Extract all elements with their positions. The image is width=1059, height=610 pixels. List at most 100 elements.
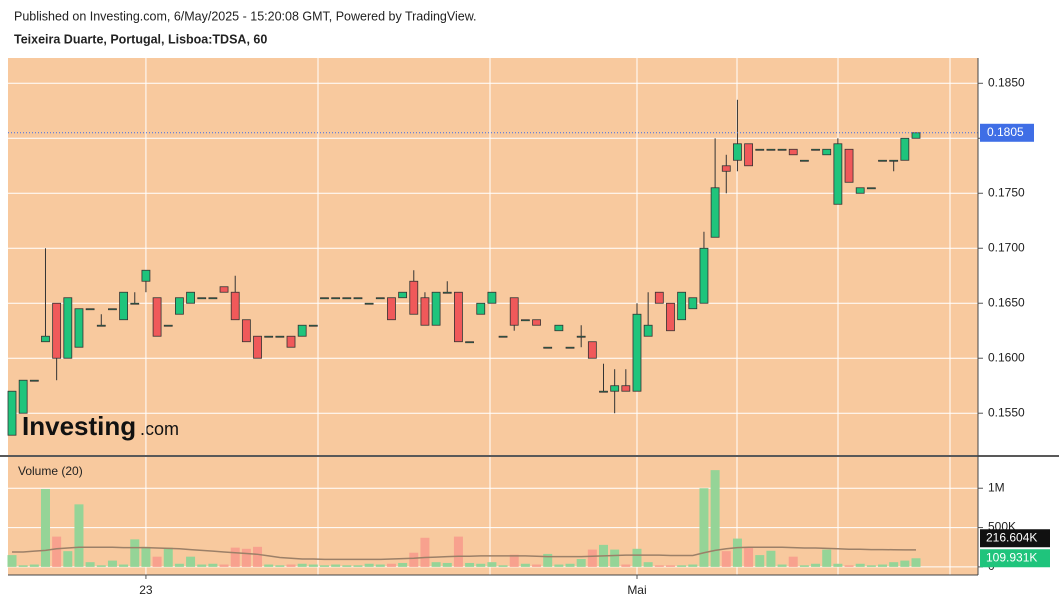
volume-bar [63, 551, 73, 567]
candle-body [409, 280, 419, 315]
volume-bar [230, 547, 240, 567]
y-tick-label: 0.1750 [988, 185, 1025, 199]
candle-body [744, 143, 753, 167]
candle-body [632, 313, 642, 392]
candle-body [532, 319, 541, 326]
volume-bar [889, 562, 899, 567]
volume-bar [253, 546, 263, 567]
candle-body [85, 308, 95, 311]
volume-bar [52, 536, 62, 567]
candle-body [878, 159, 887, 162]
candle-body [677, 291, 687, 321]
candle-body [41, 335, 50, 343]
candle-body [699, 247, 709, 304]
volume-bar [911, 558, 921, 567]
volume-bar [900, 560, 910, 567]
last-price-box [980, 123, 1034, 142]
candle-body [788, 148, 798, 156]
volume-bar [241, 548, 251, 567]
candle-body [18, 379, 28, 414]
y-tick-label: 0.1850 [988, 75, 1025, 89]
volume-bar [420, 537, 430, 567]
volume-bar [543, 553, 553, 567]
candle-body [855, 187, 865, 194]
candle-body [163, 324, 173, 327]
candle-body [498, 335, 508, 338]
candle-body [866, 187, 876, 190]
volume-bar [465, 562, 475, 567]
candle-body [264, 335, 274, 338]
volume-bar [297, 563, 307, 567]
volume-ma-line [12, 546, 917, 561]
candle-body [342, 297, 352, 300]
candle-body [420, 297, 430, 326]
y-tick-label: 0.1550 [988, 405, 1025, 419]
volume-bar [398, 562, 408, 567]
volume-bar [476, 563, 486, 567]
ma-last-box [980, 529, 1050, 548]
volume-bar [40, 489, 50, 567]
candle-body [398, 291, 408, 299]
volume-bar [833, 563, 843, 567]
volume-bar [799, 565, 809, 567]
y-tick-label: 0.1650 [988, 295, 1025, 309]
candle-body [487, 291, 497, 304]
volume-bar [744, 546, 754, 567]
candle-body [175, 297, 184, 315]
volume-bar [96, 565, 106, 567]
volume-bar [197, 564, 207, 567]
volume-bar [532, 564, 542, 567]
volume-bar [442, 562, 452, 567]
volume-bar [186, 556, 196, 567]
candle-body [811, 148, 820, 151]
candle-body [621, 385, 631, 392]
volume-bar [710, 470, 720, 567]
volume-bar [554, 564, 564, 567]
candle-body [599, 390, 608, 393]
volume-bar [107, 560, 117, 567]
candle-body [387, 297, 396, 321]
candle-body [353, 297, 363, 300]
volume-bar [308, 564, 318, 567]
volume-bar [319, 565, 329, 567]
candle-body [96, 324, 106, 327]
candle-body [52, 302, 62, 359]
candle-body [63, 297, 73, 359]
candle-body [799, 159, 809, 162]
published-note: Published on Investing.com, 6/May/2025 -… [14, 9, 477, 23]
volume-bar [777, 564, 787, 567]
candle-body [900, 137, 910, 161]
volume-bar [130, 539, 140, 567]
volume-bar [453, 536, 463, 567]
candle-body [710, 187, 720, 238]
candle-body [755, 148, 765, 151]
y-tick-label: 1M [988, 480, 1005, 494]
volume-bar [409, 552, 419, 567]
volume-bar [386, 563, 396, 567]
volume-bar [353, 565, 363, 567]
x-tick-label: Mai [627, 583, 646, 597]
candle-body [208, 297, 218, 300]
volume-last-box [980, 549, 1050, 568]
candle-body [108, 308, 117, 311]
volume-bar [878, 564, 888, 567]
volume-bar [264, 564, 274, 567]
volume-bar [431, 562, 441, 567]
volume-bar [141, 546, 151, 567]
volume-bar [732, 538, 742, 567]
candle-body [29, 379, 39, 382]
candle-body [777, 148, 787, 151]
candle-body [520, 319, 530, 322]
volume-bar [331, 564, 341, 567]
candle-body [833, 143, 843, 205]
volume-bar [174, 563, 184, 567]
volume-bar [364, 563, 374, 567]
volume-bar [610, 549, 620, 567]
candle-body [844, 148, 854, 183]
candle-body [253, 335, 262, 359]
volume-title: Volume (20) [18, 464, 83, 478]
volume-bar [520, 563, 530, 567]
watermark-brand: Investing [22, 411, 136, 441]
volume-bar [375, 564, 385, 567]
candle-body [543, 346, 553, 349]
